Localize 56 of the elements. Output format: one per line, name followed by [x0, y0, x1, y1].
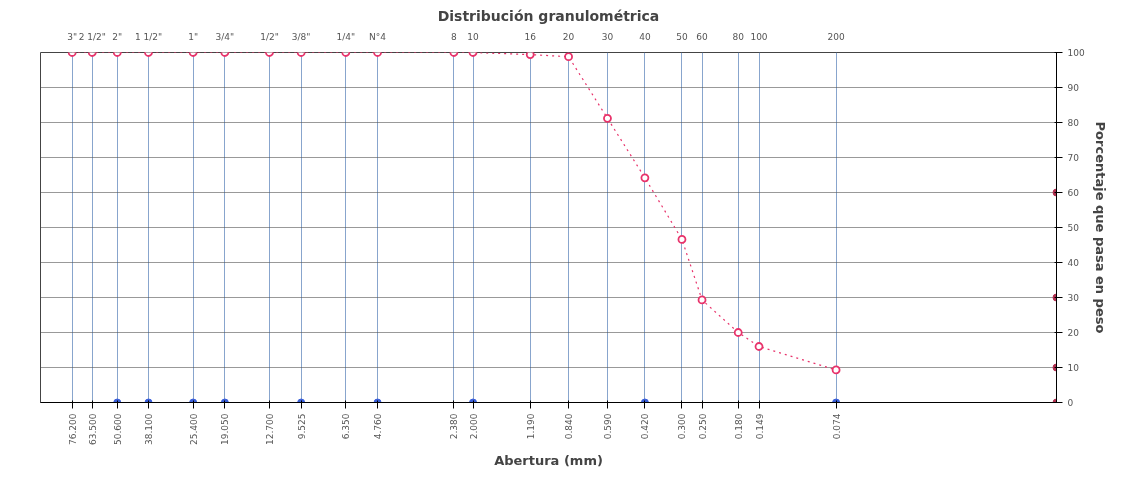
- x-tick-label: 0.300: [677, 413, 688, 440]
- x-tick-label: 6.350: [341, 413, 352, 440]
- y-tick-label: 70: [1067, 153, 1080, 163]
- text: 60: [696, 31, 709, 42]
- y-tick-label: 90: [1067, 83, 1080, 93]
- x-tick-label: 0.420: [640, 413, 651, 440]
- x-tick-label: 25.400: [188, 413, 199, 445]
- y-tick-label: 60: [1067, 188, 1080, 198]
- text: 16: [524, 31, 537, 42]
- y-axis-title: Porcentaje que pasa en peso: [1092, 121, 1108, 334]
- chart-title: Distribución granulométrica: [437, 7, 660, 24]
- text: 50: [676, 31, 688, 42]
- x-tick-label: 0.180: [733, 413, 744, 440]
- text: 8: [451, 31, 458, 42]
- y-tick-label: 20: [1067, 328, 1080, 338]
- text: 3/8": [291, 31, 311, 42]
- text: 200: [827, 31, 845, 42]
- x-tick-label: 12.700: [264, 413, 275, 445]
- text: 2": [112, 31, 123, 42]
- text: 1/2": [260, 31, 279, 42]
- text: 10: [467, 31, 480, 42]
- text: 3": [67, 31, 78, 42]
- x-tick-label: 0.250: [697, 413, 708, 440]
- y-tick-label: 10: [1067, 363, 1080, 373]
- x-tick-label: 38.100: [144, 413, 155, 445]
- text: 1/4": [336, 31, 356, 42]
- text: 1": [188, 31, 199, 42]
- x-tick-label: 50.600: [112, 413, 123, 445]
- text: 80: [732, 31, 745, 42]
- x-tick-label: 0.074: [831, 413, 842, 440]
- x-tick-label: 19.050: [220, 413, 231, 445]
- y-tick-label: 40: [1067, 258, 1080, 268]
- x-axis-title: Abertura (mm): [494, 452, 603, 468]
- x-tick-label: 9.525: [296, 413, 307, 440]
- y-tick-label: 100: [1067, 48, 1085, 58]
- text: 100: [750, 31, 768, 42]
- x-tick-label: 63.500: [87, 413, 98, 445]
- text: 1 1/2": [134, 31, 163, 42]
- text: 2 1/2": [78, 31, 106, 42]
- x-tick-label: 2.000: [468, 413, 479, 440]
- x-tick-label: 0.149: [754, 413, 765, 440]
- y-tick-label: 50: [1067, 223, 1080, 233]
- x-tick-label: 0.590: [602, 413, 613, 440]
- text: 20: [562, 31, 575, 42]
- text: 3/4": [215, 31, 235, 42]
- x-tick-label: 0.840: [564, 413, 575, 440]
- x-tick-label: 1.190: [525, 413, 536, 440]
- x-tick-label: 4.760: [373, 413, 384, 440]
- text: N°4: [369, 31, 387, 42]
- x-tick-label: 76.200: [67, 413, 78, 445]
- y-tick-label: 80: [1067, 118, 1080, 128]
- y-tick-label: 30: [1067, 293, 1080, 303]
- y-tick-label: 0: [1067, 398, 1074, 408]
- text: 30: [601, 31, 614, 42]
- text: 40: [639, 31, 651, 42]
- x-tick-label: 2.380: [449, 413, 460, 440]
